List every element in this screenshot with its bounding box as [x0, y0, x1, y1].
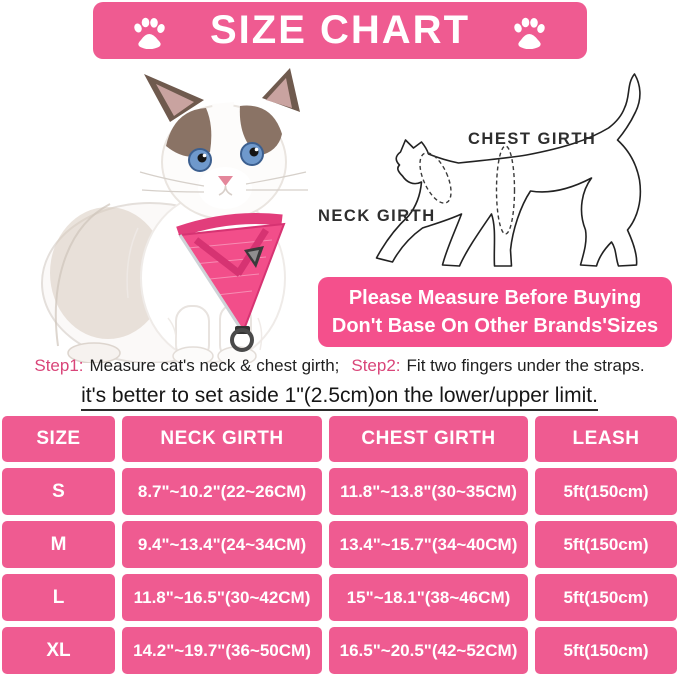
table-header-leash: LEASH	[535, 416, 677, 462]
table-cell-size-xl: XL	[2, 627, 115, 674]
notice-line-2: Don't Base On Other Brands'Sizes	[331, 315, 659, 337]
table-cell-neck-l: 11.8"~16.5"(30~42CM)	[122, 574, 322, 621]
table-cell-size-s: S	[2, 468, 115, 515]
table-cell-neck-s: 8.7"~10.2"(22~26CM)	[122, 468, 322, 515]
notice-line-1: Please Measure Before Buying	[348, 287, 642, 309]
table-cell-leash-m: 5ft(150cm)	[535, 521, 677, 568]
table-cell-chest-xl: 16.5"~20.5"(42~52CM)	[329, 627, 528, 674]
table-cell-leash-xl: 5ft(150cm)	[535, 627, 677, 674]
table-cell-leash-l: 5ft(150cm)	[535, 574, 677, 621]
tip-row: it's better to set aside 1"(2.5cm)on the…	[0, 384, 679, 411]
table-cell-neck-xl: 14.2"~19.7"(36~50CM)	[122, 627, 322, 674]
table-cell-size-l: L	[2, 574, 115, 621]
table-header-chest: CHEST GIRTH	[329, 416, 528, 462]
step2-text: Fit two fingers under the straps.	[406, 356, 645, 375]
step1-text: Measure cat's neck & chest girth;	[89, 356, 340, 375]
paw-icon	[514, 17, 545, 49]
table-cell-chest-s: 11.8"~13.8"(30~35CM)	[329, 468, 528, 515]
table-header-size: SIZE	[2, 416, 115, 462]
size-table: SIZE NECK GIRTH CHEST GIRTH LEASH S 8.7"…	[2, 416, 677, 674]
cat-measurement-diagram	[375, 73, 642, 267]
chest-girth-label: CHEST GIRTH	[468, 130, 597, 148]
table-cell-leash-s: 5ft(150cm)	[535, 468, 677, 515]
measure-notice-box: Please Measure Before Buying Don't Base …	[318, 277, 672, 347]
paw-icon	[134, 17, 165, 49]
table-cell-chest-m: 13.4"~15.7"(34~40CM)	[329, 521, 528, 568]
cat-photo	[41, 68, 308, 363]
table-cell-chest-l: 15"~18.1"(38~46CM)	[329, 574, 528, 621]
step2-label: Step2:	[351, 356, 401, 375]
header-band: SIZE CHART	[93, 2, 587, 59]
neck-girth-label: NECK GIRTH	[318, 207, 436, 225]
table-header-neck: NECK GIRTH	[122, 416, 322, 462]
step1-label: Step1:	[34, 356, 84, 375]
measuring-steps: Step1: Measure cat's neck & chest girth;…	[0, 356, 679, 376]
table-cell-size-m: M	[2, 521, 115, 568]
sizing-tip: it's better to set aside 1"(2.5cm)on the…	[81, 384, 598, 411]
page-title: SIZE CHART	[210, 8, 470, 52]
table-cell-neck-m: 9.4"~13.4"(24~34CM)	[122, 521, 322, 568]
